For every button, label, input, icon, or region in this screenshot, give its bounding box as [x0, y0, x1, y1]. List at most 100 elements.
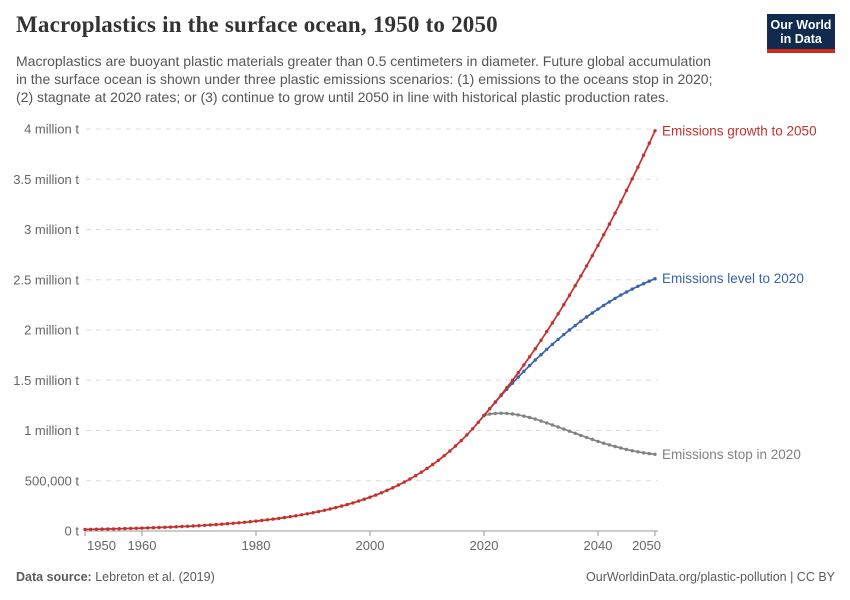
- data-point: [271, 517, 275, 521]
- x-axis-tick-label: 1980: [242, 538, 271, 553]
- owid-logo-red-bar: [767, 49, 835, 53]
- data-point: [533, 358, 537, 362]
- data-source-label: Data source:: [16, 570, 92, 584]
- data-point: [539, 419, 543, 423]
- data-point: [636, 165, 640, 169]
- data-point: [527, 415, 532, 420]
- data-point: [425, 466, 429, 471]
- data-point: [539, 338, 543, 342]
- series-emissions-stop-in-2020: Emissions stop in 2020: [482, 411, 801, 462]
- data-point: [510, 378, 515, 382]
- data-point: [488, 412, 492, 416]
- data-point: [567, 293, 572, 297]
- data-point: [402, 480, 406, 484]
- data-point: [220, 522, 224, 526]
- series-line-emissions-level-to-2020: [483, 277, 656, 416]
- x-axis-tick-label: 1960: [128, 538, 157, 553]
- data-point: [100, 527, 104, 531]
- data-point: [567, 328, 572, 332]
- data-point: [254, 519, 258, 523]
- data-point: [556, 337, 560, 342]
- line-chart: 4 million t 3.5 million t 3 million t 2.5 m…: [13, 122, 817, 554]
- data-point: [499, 411, 503, 415]
- y-axis-tick-label: 1 million t: [24, 423, 79, 438]
- data-point: [151, 526, 156, 530]
- data-point: [385, 488, 389, 492]
- x-axis-tick-label: 2020: [470, 538, 499, 553]
- series-label-emissions-level-to-2020: Emissions level to 2020: [662, 271, 804, 286]
- data-point: [653, 129, 657, 133]
- data-point: [584, 435, 589, 440]
- data-point: [231, 521, 235, 525]
- data-point: [499, 393, 503, 397]
- data-source-value: Lebreton et al. (2019): [91, 570, 215, 584]
- data-point: [522, 369, 526, 373]
- data-source: Data source: Lebreton et al. (2019): [16, 570, 215, 584]
- data-point: [619, 200, 623, 204]
- data-point: [174, 525, 178, 529]
- series-label-emissions-stop-in-2020: Emissions stop in 2020: [662, 447, 801, 462]
- data-point: [516, 413, 520, 417]
- data-point: [607, 222, 612, 226]
- data-point: [317, 509, 321, 514]
- subtitle-line-2: in the surface ocean is shown under thre…: [16, 71, 713, 87]
- data-point: [641, 153, 646, 157]
- data-point: [584, 315, 589, 319]
- data-point: [516, 375, 520, 379]
- data-point: [197, 524, 201, 528]
- data-point: [453, 444, 458, 448]
- owid-logo-line1: Our World: [770, 18, 832, 32]
- x-axis-tick-label: 2040: [584, 538, 613, 553]
- y-axis-tick-label: 3 million t: [24, 222, 79, 237]
- data-point: [476, 420, 480, 424]
- data-point: [533, 417, 537, 421]
- chart-subtitle: Macroplastics are buoyant plastic materi…: [16, 52, 766, 106]
- data-point: [459, 438, 463, 443]
- series-emissions-level-to-2020: Emissions level to 2020: [482, 271, 804, 418]
- data-point: [602, 303, 606, 308]
- x-axis-tick-label: 1950: [87, 538, 116, 553]
- data-point: [214, 522, 218, 527]
- data-point: [573, 431, 577, 435]
- data-point: [636, 450, 640, 454]
- y-axis-tick-label: 1.5 million t: [13, 373, 79, 388]
- data-point: [482, 413, 486, 418]
- data-point: [550, 342, 555, 347]
- data-point: [334, 505, 338, 510]
- data-point: [163, 525, 167, 529]
- data-point: [431, 462, 435, 467]
- data-point: [584, 264, 589, 268]
- data-point: [619, 293, 623, 297]
- data-point: [636, 284, 640, 288]
- data-point: [408, 477, 412, 481]
- data-point: [299, 513, 304, 517]
- data-point: [180, 524, 184, 529]
- data-point: [522, 414, 526, 418]
- data-point: [493, 411, 498, 416]
- data-point: [602, 441, 606, 445]
- data-point: [653, 452, 657, 456]
- data-point: [647, 451, 651, 456]
- data-point: [602, 233, 606, 237]
- data-point: [203, 523, 207, 527]
- data-point: [493, 400, 498, 404]
- subtitle-line-3: (2) stagnate at 2020 rates; or (3) conti…: [16, 89, 669, 105]
- series-emissions-growth-to-2050: Emissions growth to 2050: [83, 123, 817, 532]
- data-point: [83, 527, 87, 532]
- data-point: [89, 527, 93, 531]
- data-point: [225, 522, 230, 526]
- data-point: [311, 511, 315, 515]
- data-point: [322, 508, 327, 512]
- data-point: [140, 526, 144, 530]
- data-point: [470, 427, 475, 431]
- y-axis-tick-label: 2.5 million t: [13, 272, 79, 287]
- y-axis-tick-label: 0 t: [65, 524, 80, 539]
- data-point: [413, 474, 418, 478]
- data-point: [579, 274, 583, 278]
- data-point: [607, 300, 612, 304]
- data-point: [351, 501, 355, 505]
- data-point: [328, 507, 332, 511]
- series-label-emissions-growth-to-2050: Emissions growth to 2050: [662, 123, 817, 138]
- data-point: [567, 429, 572, 433]
- data-point: [265, 518, 270, 522]
